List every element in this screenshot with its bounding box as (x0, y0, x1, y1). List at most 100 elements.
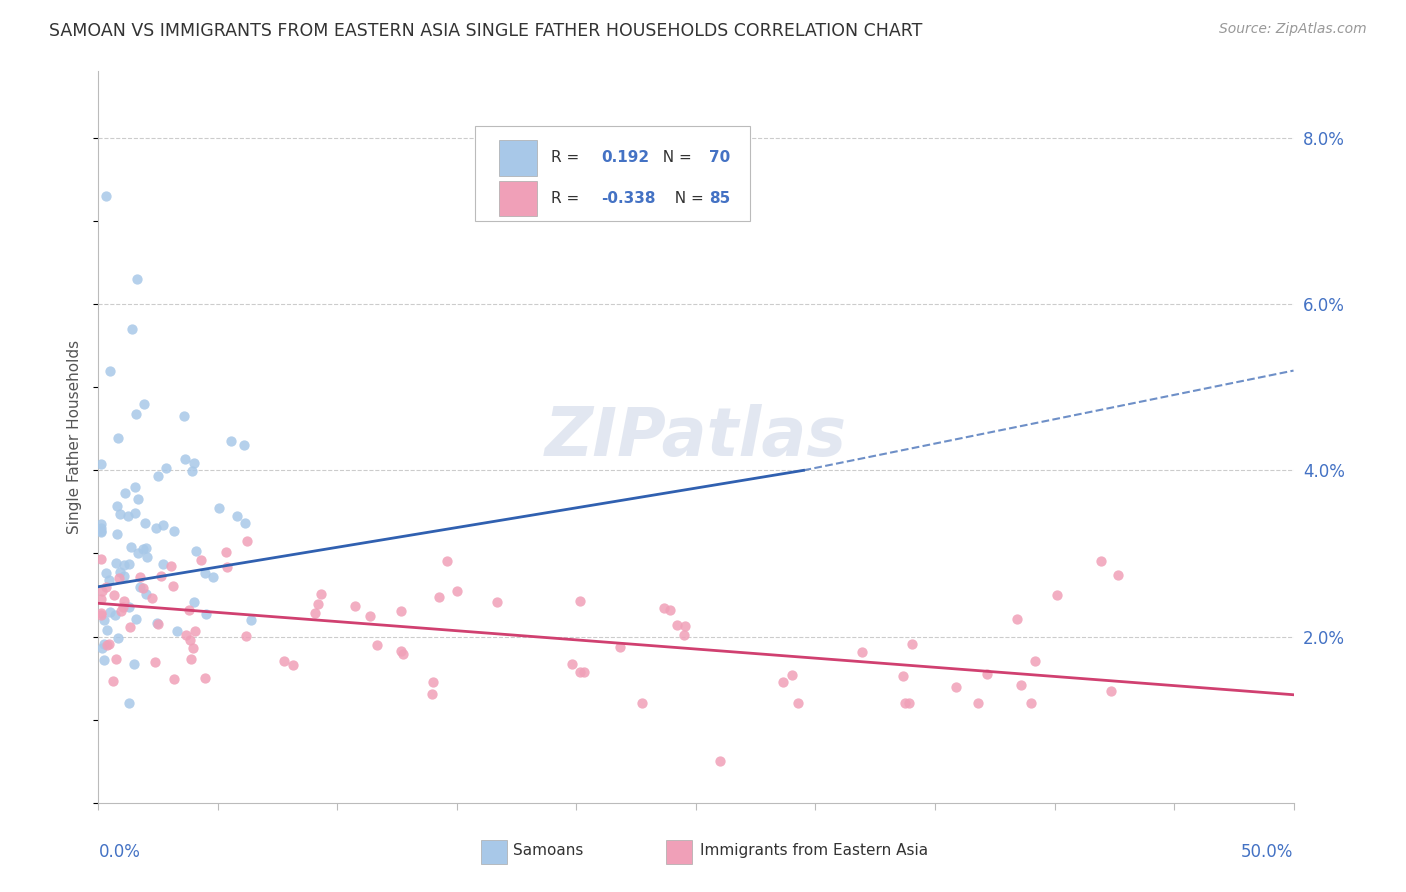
Point (174, 627, 197, 641)
Text: Samoans: Samoans (513, 843, 583, 858)
Point (239, 613, 262, 627)
Point (111, 599, 134, 614)
Point (194, 607, 217, 621)
Text: 0.192: 0.192 (602, 151, 650, 165)
Point (359, 608, 381, 623)
Point (201, 570, 224, 584)
Point (183, 595, 205, 609)
Point (118, 600, 141, 615)
Point (273, 654, 295, 668)
Point (652, 600, 675, 615)
Point (117, 508, 139, 523)
Point (1024, 655, 1046, 669)
Point (1019, 696, 1042, 710)
Point (159, 558, 181, 573)
Point (173, 452, 195, 467)
Point (114, 568, 136, 582)
Point (631, 696, 654, 710)
Point (143, 655, 166, 669)
Point (236, 533, 259, 548)
Point (107, 631, 129, 645)
Point (673, 619, 696, 633)
Point (1099, 684, 1122, 698)
Point (90, 607, 112, 622)
Point (891, 669, 914, 683)
Point (90, 606, 112, 620)
Point (392, 647, 415, 661)
Point (107, 431, 129, 445)
Point (180, 651, 202, 665)
Point (128, 570, 150, 584)
Point (146, 616, 169, 631)
Point (90, 457, 112, 471)
Text: 70: 70 (709, 151, 730, 165)
Point (135, 541, 157, 556)
Point (127, 491, 149, 506)
Point (1010, 678, 1032, 692)
Point (194, 566, 217, 580)
Point (609, 640, 631, 655)
Point (901, 637, 924, 651)
Point (93, 613, 115, 627)
Point (118, 696, 141, 710)
Point (673, 628, 696, 642)
Text: N =: N = (652, 151, 696, 165)
Point (136, 549, 159, 564)
Point (96, 638, 118, 652)
Point (309, 587, 332, 601)
Bar (481, 840, 508, 863)
Point (98, 605, 121, 619)
Point (127, 546, 149, 560)
Point (162, 579, 184, 593)
Point (186, 544, 208, 558)
Point (124, 506, 146, 520)
Point (366, 638, 388, 652)
Point (90, 517, 112, 532)
Y-axis label: Single Father Households: Single Father Households (67, 340, 83, 534)
Text: 85: 85 (709, 191, 730, 206)
Text: R =: R = (551, 151, 585, 165)
Point (659, 603, 682, 617)
Point (90, 640, 112, 655)
Point (94, 189, 117, 203)
Point (145, 521, 167, 535)
Point (94, 566, 117, 581)
Point (101, 673, 124, 688)
Point (179, 632, 201, 647)
Point (146, 615, 169, 630)
Point (108, 566, 131, 580)
Point (215, 545, 238, 559)
Point (114, 486, 136, 500)
Point (103, 588, 125, 602)
Point (152, 517, 174, 532)
Point (281, 657, 304, 672)
Point (125, 272, 148, 286)
Point (177, 603, 200, 617)
FancyBboxPatch shape (475, 126, 749, 221)
Point (98, 363, 122, 377)
Point (93, 637, 115, 651)
Point (108, 571, 131, 585)
Point (184, 624, 207, 639)
Point (141, 591, 163, 605)
Point (389, 644, 412, 658)
Point (569, 665, 592, 680)
Point (780, 668, 803, 682)
Point (110, 603, 132, 617)
Point (219, 434, 242, 448)
Point (446, 584, 468, 599)
Point (665, 618, 688, 632)
Point (225, 508, 247, 523)
Point (180, 464, 202, 478)
Point (181, 641, 204, 656)
Point (96, 623, 118, 637)
Point (129, 580, 152, 594)
Point (420, 688, 443, 702)
Bar (499, 181, 537, 216)
Point (112, 558, 135, 573)
Point (90, 521, 112, 535)
Point (118, 557, 141, 571)
Point (976, 667, 998, 681)
Text: Immigrants from Eastern Asia: Immigrants from Eastern Asia (700, 843, 928, 858)
Point (108, 507, 131, 521)
